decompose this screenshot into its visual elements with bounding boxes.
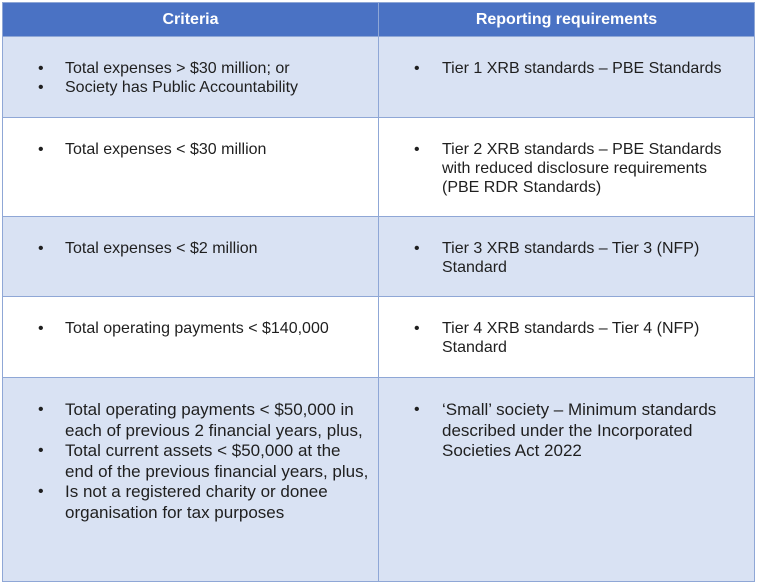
list-item: Society has Public Accountability [3, 78, 378, 97]
list-item: ‘Small’ society – Minimum standards desc… [379, 400, 754, 462]
header-row: Criteria Reporting requirements [2, 2, 755, 37]
reporting-tiers-table: Criteria Reporting requirements Total ex… [2, 2, 755, 582]
list-item: Total expenses < $30 million [3, 140, 378, 159]
reporting-cell: Tier 3 XRB standards – Tier 3 (NFP) Stan… [378, 216, 755, 297]
list-item: Is not a registered charity or donee org… [3, 482, 378, 523]
table: Criteria Reporting requirements Total ex… [2, 2, 755, 582]
criteria-cell: Total expenses > $30 million; or Society… [2, 36, 379, 118]
reporting-header: Reporting requirements [378, 2, 755, 37]
table-row: Total operating payments < $140,000 Tier… [2, 296, 755, 378]
list-item: Total operating payments < $140,000 [3, 319, 378, 338]
list-item: Tier 2 XRB standards – PBE Standards wit… [379, 140, 754, 197]
criteria-list: Total expenses > $30 million; or Society… [3, 37, 378, 97]
table-row: Total expenses < $30 million Tier 2 XRB … [2, 117, 755, 217]
reporting-cell: Tier 4 XRB standards – Tier 4 (NFP) Stan… [378, 296, 755, 378]
criteria-cell: Total operating payments < $50,000 in ea… [2, 377, 379, 582]
criteria-list: Total expenses < $2 million [3, 217, 378, 258]
reporting-list: Tier 2 XRB standards – PBE Standards wit… [379, 118, 754, 197]
criteria-list: Total operating payments < $140,000 [3, 297, 378, 338]
list-item: Total expenses < $2 million [3, 239, 378, 258]
reporting-list: Tier 1 XRB standards – PBE Standards [379, 37, 754, 78]
reporting-list: ‘Small’ society – Minimum standards desc… [379, 378, 754, 462]
list-item: Total current assets < $50,000 at the en… [3, 441, 378, 482]
criteria-cell: Total operating payments < $140,000 [2, 296, 379, 378]
list-item: Total expenses > $30 million; or [3, 59, 378, 78]
reporting-list: Tier 4 XRB standards – Tier 4 (NFP) Stan… [379, 297, 754, 357]
table-row: Total operating payments < $50,000 in ea… [2, 377, 755, 582]
criteria-cell: Total expenses < $2 million [2, 216, 379, 297]
reporting-list: Tier 3 XRB standards – Tier 3 (NFP) Stan… [379, 217, 754, 277]
list-item: Tier 1 XRB standards – PBE Standards [379, 59, 754, 78]
reporting-cell: Tier 1 XRB standards – PBE Standards [378, 36, 755, 118]
reporting-cell: Tier 2 XRB standards – PBE Standards wit… [378, 117, 755, 217]
table-row: Total expenses > $30 million; or Society… [2, 36, 755, 118]
criteria-header: Criteria [2, 2, 379, 37]
table-row: Total expenses < $2 million Tier 3 XRB s… [2, 216, 755, 297]
list-item: Tier 4 XRB standards – Tier 4 (NFP) Stan… [379, 319, 754, 357]
criteria-list: Total expenses < $30 million [3, 118, 378, 159]
reporting-cell: ‘Small’ society – Minimum standards desc… [378, 377, 755, 582]
criteria-list: Total operating payments < $50,000 in ea… [3, 378, 378, 523]
list-item: Tier 3 XRB standards – Tier 3 (NFP) Stan… [379, 239, 754, 277]
criteria-cell: Total expenses < $30 million [2, 117, 379, 217]
list-item: Total operating payments < $50,000 in ea… [3, 400, 378, 441]
